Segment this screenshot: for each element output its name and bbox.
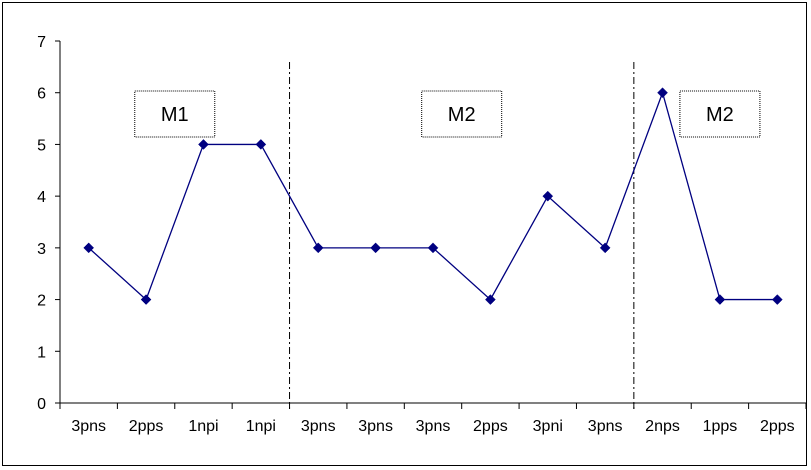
data-point (427, 242, 439, 254)
data-point (657, 87, 668, 99)
data-point (714, 294, 726, 305)
x-tick-label: 3pns (588, 418, 623, 435)
section-label: M2 (706, 104, 734, 126)
section-dividers (289, 62, 635, 409)
data-point (599, 242, 611, 254)
x-tick-label: 3pns (301, 418, 336, 435)
axes: 0 1 2 3 4 5 6 7 3pns 2pps 1npi 1npi 3pns 3pns 3pns 2pps… (37, 34, 807, 435)
data-point (140, 294, 152, 305)
data-point (542, 190, 554, 202)
data-point (312, 242, 324, 254)
x-tick-label: 2pps (760, 418, 795, 435)
data-point (370, 242, 381, 254)
data-point (771, 294, 783, 305)
section-label-box (134, 90, 216, 138)
chart-frame (2, 2, 807, 466)
data-point (255, 139, 267, 150)
x-tick-label: 2pps (473, 418, 508, 435)
x-tick-label: 3pni (533, 418, 563, 435)
y-tick-label: 3 (37, 241, 46, 258)
x-tick-label: 2nps (645, 418, 680, 435)
y-tick-label: 7 (37, 34, 46, 51)
y-tick-label: 4 (37, 189, 46, 206)
data-point (83, 242, 95, 254)
y-tick-label: 2 (37, 293, 46, 310)
section-label-box (679, 90, 761, 138)
data-point (198, 139, 209, 150)
y-tick-label: 1 (37, 344, 46, 361)
x-tick-label: 1npi (188, 418, 218, 435)
section-label: M2 (448, 104, 476, 126)
x-tick-label: 3pns (71, 418, 106, 435)
y-tick-label: 0 (37, 396, 46, 413)
x-tick-label: 1npi (246, 418, 276, 435)
data-point (485, 294, 496, 305)
x-tick-label: 1pps (703, 418, 738, 435)
x-tick-label: 3pns (416, 418, 451, 435)
x-tick-label: 3pns (358, 418, 393, 435)
section-label-box (421, 90, 503, 138)
section-label: M1 (161, 104, 189, 126)
y-tick-label: 6 (37, 86, 46, 103)
section-annotations: M1 M2 M2 (134, 90, 761, 138)
y-tick-label: 5 (37, 137, 46, 154)
x-tick-label: 2pps (129, 418, 164, 435)
data-series (83, 87, 783, 305)
